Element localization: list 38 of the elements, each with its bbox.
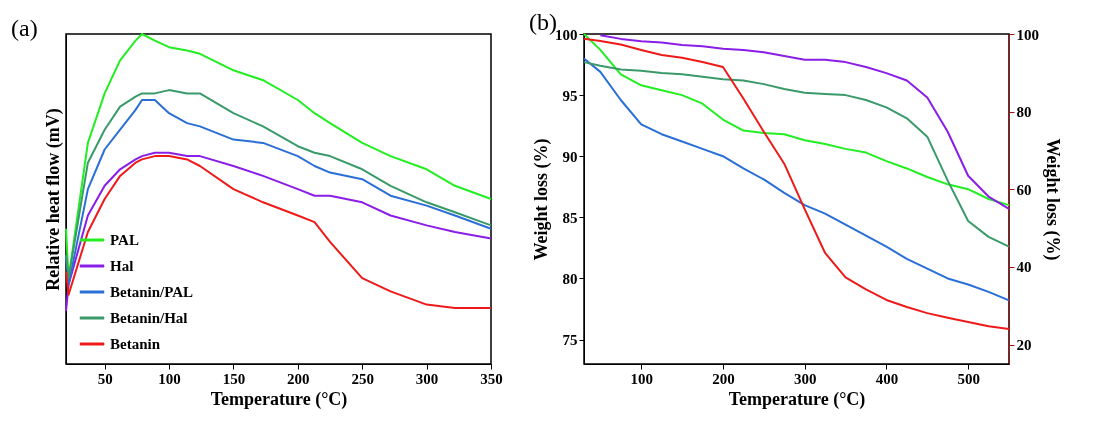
y2-tick-label: 100 — [1016, 26, 1039, 43]
chart-title: (b) — [529, 9, 557, 35]
legend-label: Betanin/PAL — [110, 284, 194, 300]
x-tick-label: 350 — [480, 370, 503, 387]
y-tick-label: 85 — [562, 209, 578, 226]
y2-tick-label: 80 — [1016, 104, 1032, 121]
y-tick-label: 75 — [562, 332, 578, 349]
line-series — [583, 37, 1010, 331]
legend-label: Hal — [110, 258, 134, 274]
y-tick-label: 100 — [555, 26, 578, 43]
y2-tick-label: 60 — [1016, 181, 1032, 198]
x-axis-title: Temperature (°C) — [728, 388, 866, 410]
y-tick-label: 95 — [562, 87, 578, 104]
legend-label: PAL — [110, 232, 139, 248]
chart-title: (a) — [11, 15, 38, 41]
y-axis-title: Weight loss (%) — [531, 138, 552, 261]
x-tick-label: 300 — [793, 370, 817, 387]
x-tick-label: 250 — [351, 370, 374, 387]
y2-axis-title: Weight loss (%) — [1042, 138, 1063, 261]
x-tick-label: 50 — [97, 370, 113, 387]
y-tick-label: 80 — [562, 270, 578, 287]
x-tick-label: 100 — [158, 370, 181, 387]
line-series — [583, 57, 1010, 302]
x-tick-label: 500 — [957, 370, 980, 387]
y-tick-label: 90 — [562, 148, 578, 165]
x-axis-title: Temperature (°C) — [210, 388, 348, 410]
x-tick-label: 100 — [630, 370, 653, 387]
legend-label: Betanin — [110, 336, 161, 352]
x-tick-label: 200 — [287, 370, 310, 387]
x-tick-label: 300 — [415, 370, 439, 387]
y2-tick-label: 40 — [1016, 259, 1032, 276]
y2-tick-label: 20 — [1016, 337, 1032, 354]
line-series — [583, 61, 1010, 248]
legend-label: Betanin/Hal — [110, 310, 188, 326]
y-axis-title: Relative heat flow (mV) — [42, 108, 64, 291]
x-tick-label: 200 — [712, 370, 735, 387]
x-tick-label: 150 — [222, 370, 246, 387]
x-tick-label: 400 — [875, 370, 899, 387]
